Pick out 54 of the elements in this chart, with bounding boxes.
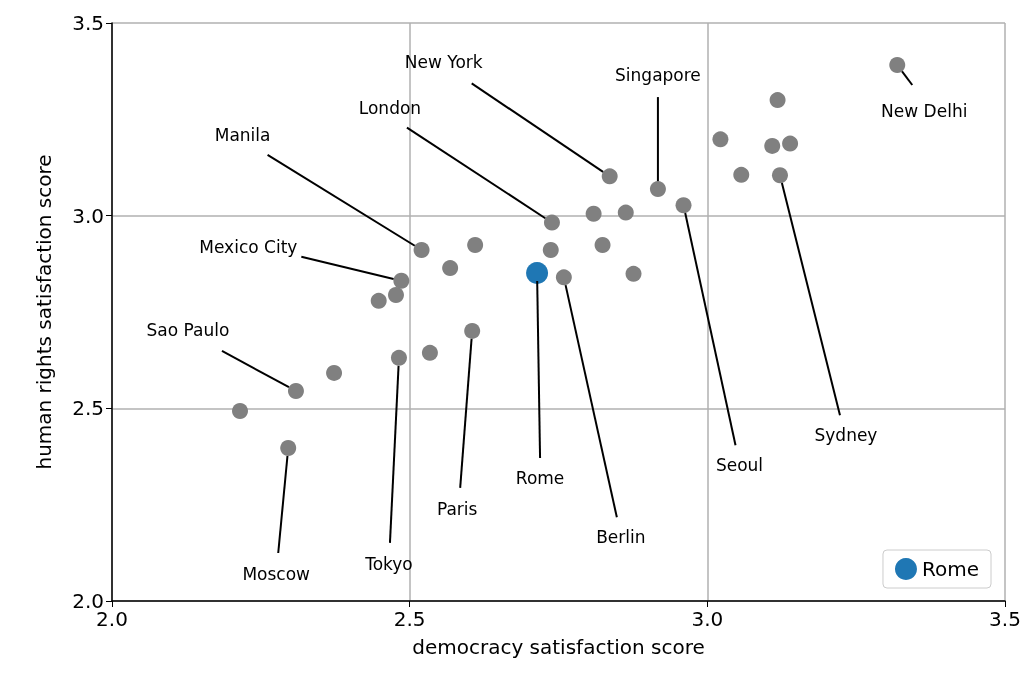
x-tick-label: 3.5 [989,607,1021,631]
point [764,137,781,154]
point [889,57,906,73]
annotation: New Delhi [881,101,968,121]
y-axis-title: human rights satisfaction score [32,154,56,470]
x-axis-title: democracy satisfaction score [412,635,705,659]
point [712,131,729,148]
y-tick-label: 2.5 [72,396,104,421]
point [526,262,549,285]
annotation: Rome [515,468,565,489]
point [467,236,484,253]
point [370,292,387,309]
x-tick-label: 2.5 [393,607,426,631]
point [442,260,459,277]
legend-label: Rome [921,557,980,581]
point [649,181,666,198]
point [387,287,404,304]
point [555,269,572,286]
point [601,168,618,185]
point [543,214,560,231]
point [675,197,692,214]
point [769,92,786,109]
annotation: Berlin [596,527,646,548]
point [413,241,430,258]
point [771,167,788,184]
point [464,322,481,339]
point [390,349,407,366]
annotation: Tokyo [364,553,413,574]
point [594,236,611,253]
point [326,364,343,381]
point [782,135,799,152]
point [733,166,750,183]
annotation: Sydney [814,425,878,446]
annotation: Manila [214,124,271,145]
annotation: Sao Paulo [146,319,230,340]
y-tick-label: 3.5 [72,11,104,35]
point [617,204,634,221]
annotation: Paris [436,498,478,519]
point [542,241,559,258]
point [625,265,642,282]
point [232,403,248,420]
annotation: London [358,97,422,118]
point [585,205,602,222]
y-tick-label: 3.0 [72,203,104,228]
point [287,383,304,399]
point [280,440,297,457]
annotation: Seoul [715,455,764,476]
x-tick-label: 3.0 [691,607,724,631]
annotation: Mexico City [199,236,298,257]
point [421,344,438,361]
annotation: Singapore [615,65,701,86]
annotation: New York [404,52,483,73]
annotation: Moscow [242,564,311,585]
point [393,272,410,289]
